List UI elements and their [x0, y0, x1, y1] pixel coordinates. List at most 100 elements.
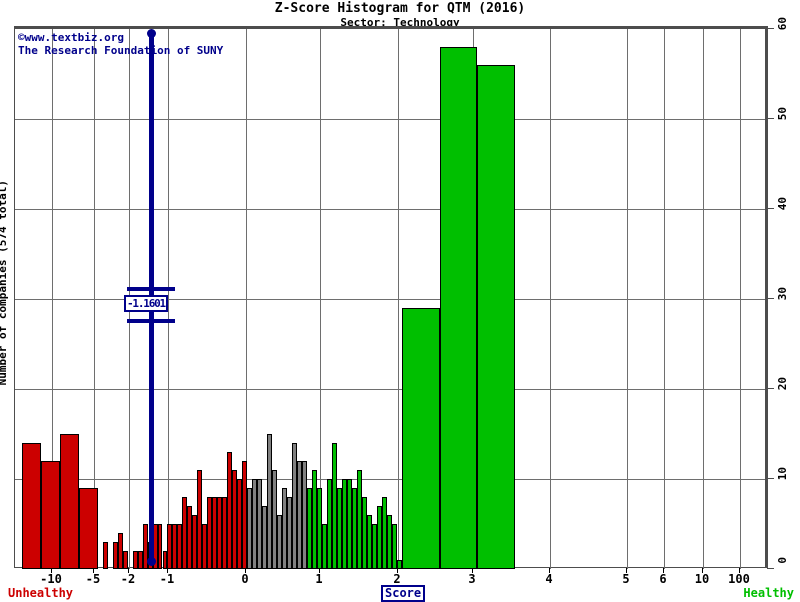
- gridline-vertical: [627, 29, 628, 569]
- histogram-bar: [157, 524, 163, 569]
- x-tick: [319, 568, 320, 573]
- histogram-bar: [172, 524, 178, 569]
- histogram-bar: [391, 524, 397, 569]
- y-tick-label: 50: [776, 107, 789, 121]
- x-tick-label: 3: [468, 572, 476, 586]
- gridline-vertical: [664, 29, 665, 569]
- histogram-bar: [78, 488, 98, 569]
- histogram-bar: [297, 461, 303, 569]
- gridline-horizontal: [15, 119, 768, 120]
- histogram-bar: [366, 515, 372, 569]
- x-tick-label: -1: [159, 572, 175, 586]
- y-tick: [767, 28, 774, 29]
- y-tick: [767, 478, 774, 479]
- marker-dot-top: [147, 29, 156, 38]
- x-tick-label: 5: [622, 572, 630, 586]
- histogram-bar: [257, 479, 263, 569]
- y-tick: [767, 568, 774, 569]
- y-tick-label: 40: [776, 197, 789, 211]
- histogram-bar: [162, 551, 168, 569]
- histogram-bar: [341, 479, 347, 569]
- histogram-bar: [312, 470, 317, 569]
- healthy-label: Healthy: [743, 586, 794, 600]
- histogram-bar: [321, 524, 327, 569]
- gridline-vertical: [398, 29, 399, 569]
- histogram-bar: [376, 506, 382, 569]
- histogram-bar: [307, 488, 312, 569]
- histogram-bar: [252, 479, 258, 569]
- x-axis-title: Score: [381, 585, 426, 602]
- y-tick: [767, 118, 774, 119]
- histogram-bar: [401, 308, 440, 569]
- y-tick-label: 60: [776, 17, 789, 31]
- histogram-bar: [287, 497, 293, 569]
- histogram-bar: [262, 506, 268, 569]
- y-tick: [767, 208, 774, 209]
- histogram-bar: [187, 506, 193, 569]
- histogram-bar: [272, 470, 278, 569]
- gridline-horizontal: [15, 209, 768, 210]
- histogram-bar: [217, 497, 223, 569]
- gridline-vertical: [740, 29, 741, 569]
- x-tick-label: -5: [85, 572, 101, 586]
- histogram-bar: [371, 524, 377, 569]
- x-tick-label: 10: [694, 572, 710, 586]
- histogram-bar: [182, 497, 188, 569]
- histogram-bar: [227, 452, 233, 569]
- y-tick: [767, 298, 774, 299]
- histogram-bar: [112, 542, 118, 569]
- x-tick-label: 0: [241, 572, 249, 586]
- chart-title: Z-Score Histogram for QTM (2016): [274, 1, 526, 16]
- histogram-bar: [21, 443, 41, 569]
- histogram-bar: [396, 560, 402, 569]
- gridline-vertical: [550, 29, 551, 569]
- x-tick: [739, 568, 740, 573]
- histogram-bar: [59, 434, 79, 569]
- marker-value-label: -1.1601: [124, 295, 168, 312]
- x-tick-label: 1: [315, 572, 323, 586]
- plot-area: -1.1601: [14, 28, 768, 569]
- gridline-vertical: [52, 29, 53, 569]
- histogram-bar: [137, 551, 143, 569]
- histogram-bar: [242, 461, 248, 569]
- marker-cap-bottom: [127, 319, 175, 323]
- histogram-bar: [381, 497, 387, 569]
- y-tick-label: 30: [776, 287, 789, 301]
- x-tick-label: 6: [659, 572, 667, 586]
- histogram-bar: [361, 497, 367, 569]
- histogram-bar: [102, 542, 108, 569]
- histogram-bar: [267, 434, 273, 569]
- x-tick-label: -10: [40, 572, 62, 586]
- histogram-bar: [351, 488, 357, 569]
- histogram-bar: [202, 524, 208, 569]
- x-tick: [51, 568, 52, 573]
- gridline-horizontal: [15, 299, 768, 300]
- histogram-bar: [122, 551, 128, 569]
- histogram-bar: [439, 47, 478, 569]
- gridline-vertical: [246, 29, 247, 569]
- x-tick: [397, 568, 398, 573]
- x-tick: [702, 568, 703, 573]
- x-tick: [626, 568, 627, 573]
- histogram-bar: [282, 488, 288, 569]
- y-tick-label: 0: [776, 557, 789, 564]
- gridline-vertical: [94, 29, 95, 569]
- x-tick: [128, 568, 129, 573]
- x-tick-label: -2: [120, 572, 136, 586]
- histogram-bar: [336, 488, 342, 569]
- histogram-bar: [237, 479, 243, 569]
- x-tick: [167, 568, 168, 573]
- histogram-bar: [346, 479, 352, 569]
- histogram-bar: [232, 470, 238, 569]
- watermark-line-2: The Research Foundation of SUNY: [18, 44, 224, 57]
- plot-frame-top: [14, 26, 767, 29]
- gridline-horizontal: [15, 389, 768, 390]
- histogram-bar: [386, 515, 392, 569]
- histogram-bar: [302, 461, 308, 569]
- x-tick-label: 4: [545, 572, 553, 586]
- marker-cap-top: [127, 287, 175, 291]
- histogram-bar: [247, 488, 253, 569]
- marker-dot-bottom: [147, 557, 156, 566]
- histogram-bar: [142, 524, 148, 569]
